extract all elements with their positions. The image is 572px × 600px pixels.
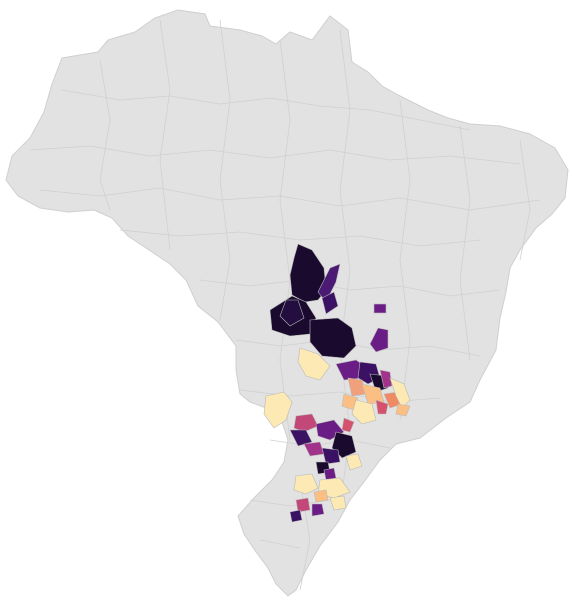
north-dark-cluster <box>269 243 357 359</box>
south-cluster <box>289 473 351 523</box>
southeast-cluster <box>289 413 363 481</box>
municipality-borders <box>29 19 541 591</box>
east-purple-patches <box>369 303 389 353</box>
central-east-cluster <box>263 347 411 429</box>
